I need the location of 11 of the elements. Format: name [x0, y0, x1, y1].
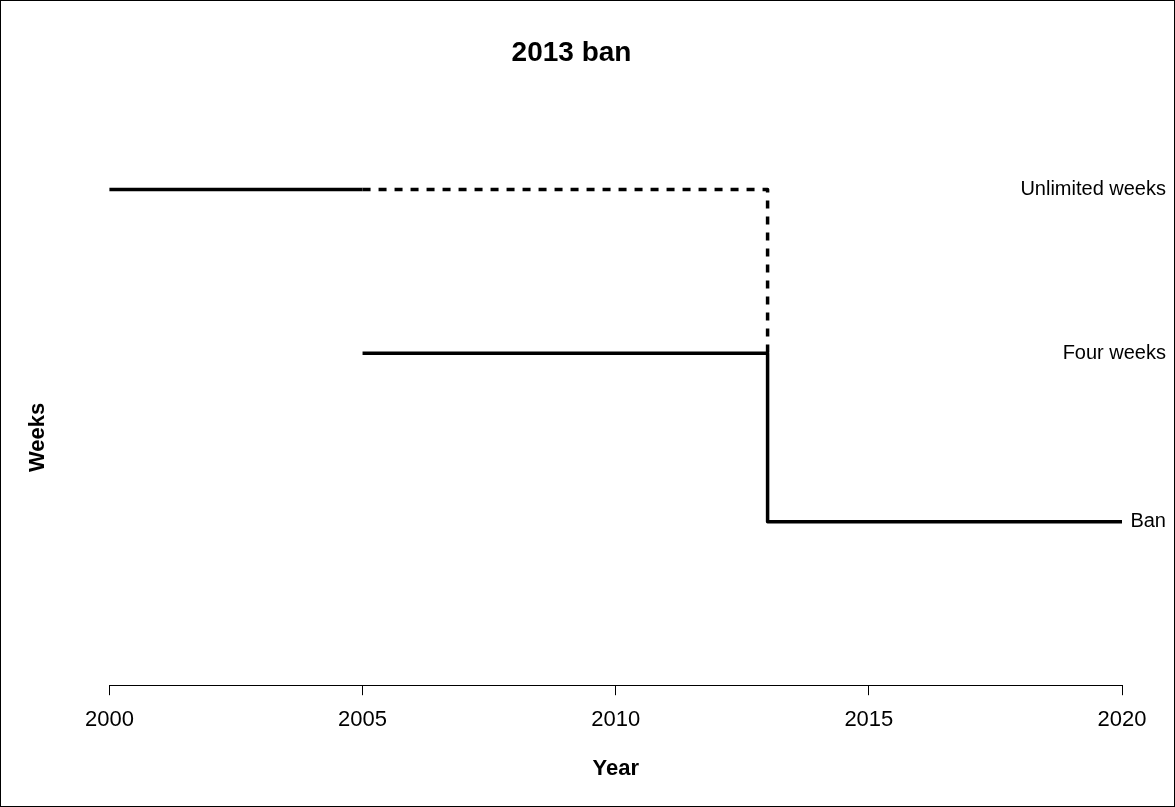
annotation: Four weeks: [1062, 340, 1166, 363]
x-tick-label: 2015: [844, 706, 894, 732]
x-tick-label: 2000: [84, 706, 134, 732]
annotation: Unlimited weeks: [1020, 177, 1166, 200]
x-tick-label: 2005: [338, 706, 388, 732]
x-tick-label: 2020: [1097, 706, 1147, 732]
chart-title: 2013 ban: [511, 35, 632, 67]
x-axis-title: Year: [592, 754, 640, 780]
text: Ban: [1130, 509, 1166, 532]
y-axis-title: Weeks: [24, 402, 50, 473]
x-tick-label: 2010: [591, 706, 641, 732]
